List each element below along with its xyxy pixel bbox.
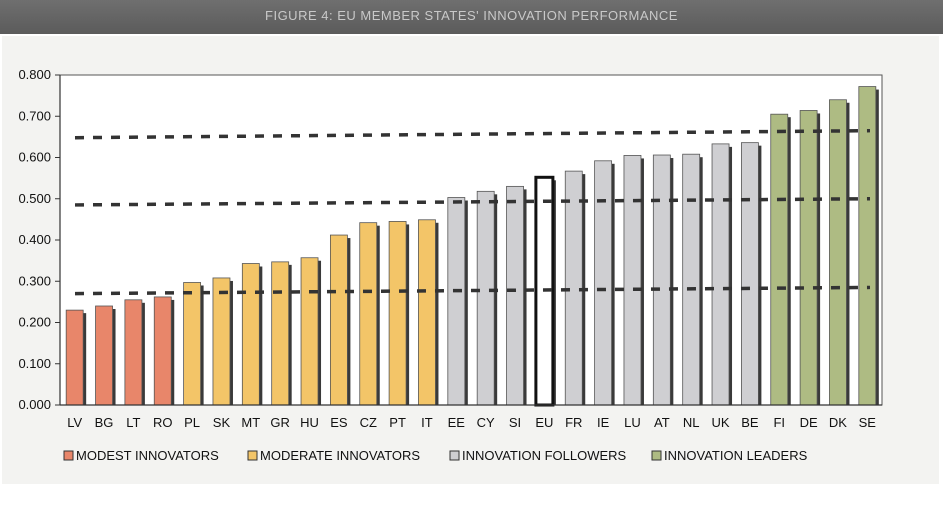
x-tick-label: FR	[565, 415, 582, 430]
y-tick-label: 0.400	[18, 232, 51, 247]
legend-label-followers: INNOVATION FOLLOWERS	[462, 448, 627, 463]
reference-line-1	[74, 285, 871, 296]
bar-fi	[770, 113, 789, 406]
x-tick-label: GR	[270, 415, 290, 430]
bar-ee	[447, 197, 466, 406]
x-tick-label: DK	[829, 415, 847, 430]
y-tick-label: 0.300	[18, 273, 51, 288]
bar-gr	[271, 261, 290, 406]
bar-at	[652, 154, 671, 406]
x-tick-label: NL	[683, 415, 700, 430]
bar-es	[329, 234, 348, 406]
x-tick-label: CZ	[360, 415, 377, 430]
figure-title: FIGURE 4: EU MEMBER STATES' INNOVATION P…	[265, 8, 678, 23]
reference-line-2	[74, 197, 871, 207]
x-tick-label: MT	[241, 415, 260, 430]
x-tick-label: LV	[67, 415, 82, 430]
x-tick-label: EE	[448, 415, 466, 430]
y-tick-label: 0.800	[18, 67, 51, 82]
bar-ie	[594, 160, 613, 406]
legend-label-moderate: MODERATE INNOVATORS	[260, 448, 420, 463]
bar-bg	[95, 305, 113, 406]
x-tick-label: FI	[773, 415, 785, 430]
x-tick-label: PL	[184, 415, 200, 430]
x-tick-label: CY	[477, 415, 495, 430]
bar-nl	[682, 153, 701, 406]
y-tick-label: 0.700	[18, 108, 51, 123]
x-tick-label: IE	[597, 415, 610, 430]
y-tick-label: 0.100	[18, 356, 51, 371]
x-tick-label: HU	[300, 415, 319, 430]
bar-lv	[65, 309, 84, 406]
reference-line-3	[74, 128, 871, 140]
bar-de	[799, 110, 818, 406]
bar-hu	[300, 257, 319, 406]
x-tick-label: SE	[859, 415, 877, 430]
x-tick-label: UK	[712, 415, 730, 430]
legend-label-leaders: INNOVATION LEADERS	[664, 448, 808, 463]
bar-mt	[241, 263, 260, 406]
legend-swatch-modest	[63, 450, 74, 461]
bar-lt	[124, 299, 143, 406]
y-tick-label: 0.500	[18, 191, 51, 206]
legend-swatch-moderate	[247, 450, 258, 461]
x-tick-label: BE	[741, 415, 759, 430]
x-tick-label: BG	[95, 415, 114, 430]
bar-si	[506, 185, 524, 406]
bar-be	[740, 142, 759, 406]
x-tick-label: IT	[421, 415, 433, 430]
x-tick-label: RO	[153, 415, 173, 430]
x-tick-label: PT	[389, 415, 406, 430]
bar-cy	[476, 190, 495, 406]
legend-swatch-leaders	[651, 450, 662, 461]
x-tick-label: AT	[654, 415, 670, 430]
bar-it	[418, 219, 436, 406]
bar-se	[858, 86, 877, 406]
legend-swatch-followers	[449, 450, 460, 461]
x-tick-label: EU	[535, 415, 553, 430]
bar-cz	[359, 222, 378, 406]
x-tick-label: LT	[126, 415, 140, 430]
x-tick-label: SK	[213, 415, 231, 430]
y-tick-label: 0.000	[18, 397, 51, 412]
legend-label-modest: MODEST INNOVATORS	[76, 448, 219, 463]
bar-lu	[623, 155, 642, 406]
bar-pt	[388, 221, 407, 406]
x-tick-label: LU	[624, 415, 641, 430]
bar-pl	[183, 282, 202, 406]
y-tick-label: 0.600	[18, 150, 51, 165]
bar-uk	[711, 143, 730, 406]
x-tick-label: ES	[330, 415, 348, 430]
bar-ro	[153, 296, 172, 406]
bar-sk	[212, 277, 231, 406]
y-tick-label: 0.200	[18, 315, 51, 330]
figure-header-band: FIGURE 4: EU MEMBER STATES' INNOVATION P…	[0, 0, 943, 34]
bar-dk	[829, 99, 847, 406]
x-tick-label: SI	[509, 415, 521, 430]
x-tick-label: DE	[800, 415, 818, 430]
